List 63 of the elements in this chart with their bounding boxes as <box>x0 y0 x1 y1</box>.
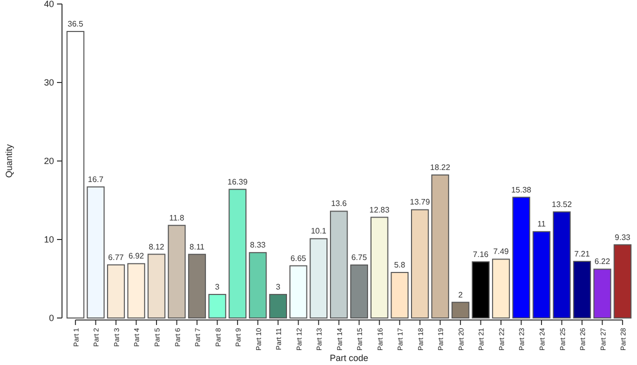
bar <box>472 261 490 318</box>
data-label: 13.6 <box>331 199 348 208</box>
bar <box>552 211 571 318</box>
bar <box>492 258 510 318</box>
data-label: 8.12 <box>148 242 165 252</box>
bar <box>310 238 328 318</box>
bar <box>330 210 348 318</box>
data-label: 11.8 <box>169 213 185 222</box>
bar <box>86 186 105 318</box>
x-axis-title: Part code <box>330 353 368 363</box>
data-label: 15.38 <box>511 185 532 194</box>
data-label: 7.16 <box>472 250 490 259</box>
bar <box>208 294 226 318</box>
bar <box>573 260 591 318</box>
data-label: 7.21 <box>574 249 590 258</box>
y-tick-label: 30 <box>44 78 54 88</box>
bar <box>269 294 287 318</box>
data-label: 6.22 <box>594 257 611 266</box>
bar <box>350 264 368 318</box>
y-axis-title: Quantity <box>4 144 14 178</box>
bar <box>127 263 146 318</box>
y-tick-label: 0 <box>48 313 54 324</box>
y-tick-label: 20 <box>44 156 54 166</box>
bar <box>512 196 530 318</box>
data-label: 13.79 <box>410 198 430 207</box>
data-label: 11 <box>537 220 546 229</box>
bar <box>593 268 612 318</box>
data-label: 6.75 <box>351 253 368 262</box>
data-label: 8.33 <box>250 240 266 250</box>
data-label: 3 <box>276 282 281 292</box>
data-label: 36.5 <box>68 19 84 28</box>
data-label: 6.65 <box>290 254 307 263</box>
bar <box>452 302 470 318</box>
data-label: 12.83 <box>369 205 390 214</box>
data-label: 6.92 <box>128 252 145 261</box>
bar <box>66 30 84 318</box>
data-label: 7.49 <box>493 247 510 256</box>
bar <box>148 254 166 318</box>
bar <box>614 244 632 318</box>
data-label: 16.7 <box>88 174 104 184</box>
bar <box>289 265 308 318</box>
data-label: 6.77 <box>108 252 124 262</box>
bar <box>188 254 206 318</box>
bar <box>411 209 429 318</box>
bar <box>107 264 125 318</box>
bar <box>228 188 246 318</box>
bar <box>532 231 550 318</box>
bar <box>370 216 388 318</box>
bar <box>390 272 409 318</box>
data-label: 16.39 <box>228 177 248 186</box>
data-label: 8.11 <box>190 242 206 252</box>
bar <box>248 252 267 318</box>
data-label: 13.52 <box>552 200 572 209</box>
bar <box>168 224 186 318</box>
data-label: 18.22 <box>430 162 451 172</box>
data-label: 3 <box>215 282 220 292</box>
data-label: 9.33 <box>614 232 631 242</box>
data-label: 10.1 <box>310 226 327 236</box>
data-label: 5.8 <box>394 260 406 270</box>
y-tick-label: 40 <box>44 0 54 10</box>
data-label: 2 <box>458 290 464 300</box>
y-tick-label: 10 <box>44 234 54 245</box>
bar <box>431 174 450 318</box>
